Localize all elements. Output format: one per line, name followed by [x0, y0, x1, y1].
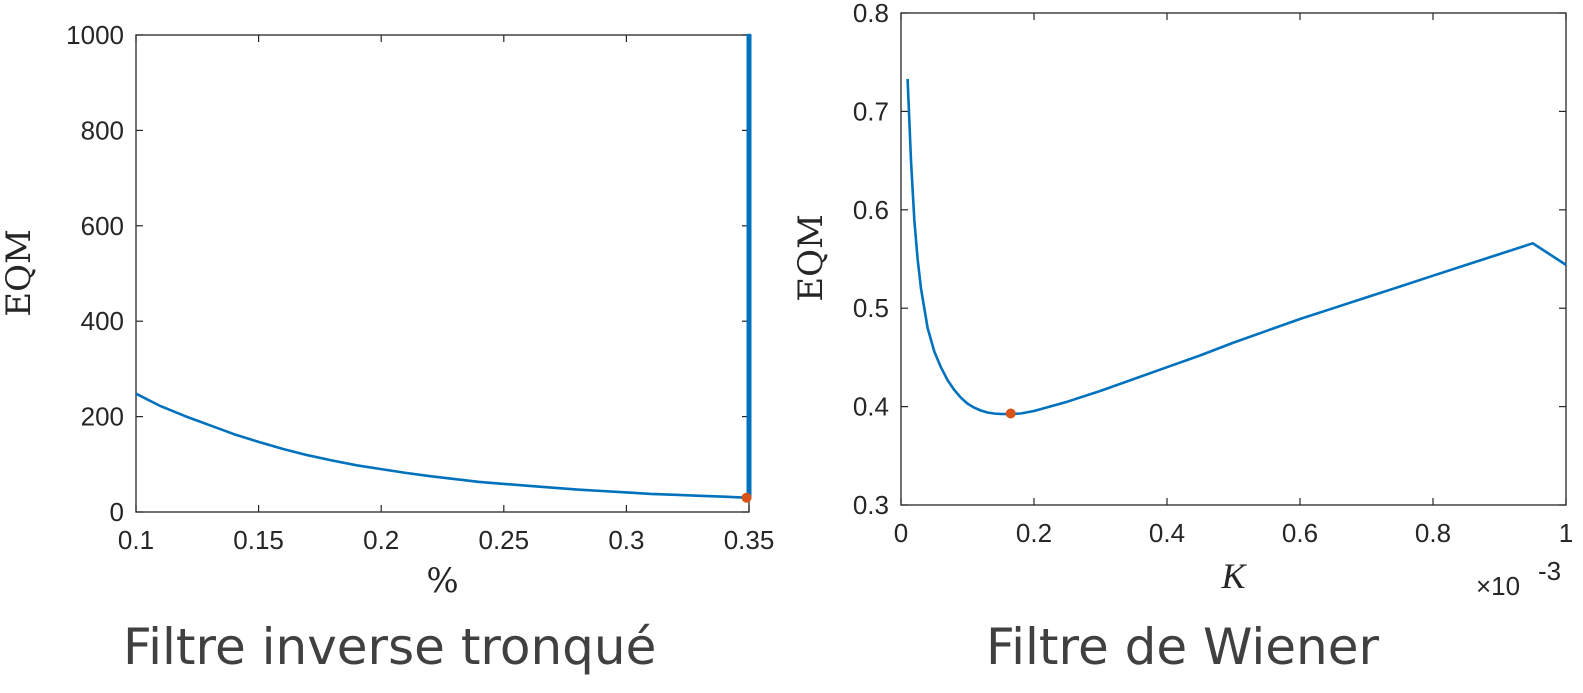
x-tick-label: 0.1 — [118, 525, 154, 555]
x-tick-label: 0.35 — [724, 525, 775, 555]
y-tick-label: 0.5 — [853, 293, 889, 323]
minimum-marker — [1005, 408, 1016, 419]
x-tick-label: 0.2 — [1016, 518, 1052, 548]
x-exponent-power: -3 — [1538, 556, 1561, 586]
axes-box — [135, 34, 750, 513]
x-tick-label: 0.15 — [233, 525, 284, 555]
y-tick-label: 0 — [110, 497, 124, 527]
minimum-marker — [741, 492, 752, 503]
right-chart-panel: 0 0.2 0.4 0.6 0.8 1 0.3 0.4 0.5 0.6 0.7 0.8 K EQM ×10-… — [791, 0, 1573, 601]
y-tick-label: 0.6 — [853, 195, 889, 225]
y-tick-label: 400 — [81, 306, 124, 336]
y-tick-label: 0.8 — [853, 0, 889, 28]
x-axis-title: % — [426, 561, 458, 601]
x-tick-label: 0.6 — [1282, 518, 1318, 548]
y-tick-label: 800 — [81, 115, 124, 145]
x-tick-label: 0 — [894, 518, 908, 548]
x-axis-title: K — [1220, 556, 1247, 596]
x-tick-label: 0.4 — [1149, 518, 1185, 548]
left-chart-panel: 0.1 0.15 0.2 0.25 0.3 0.35 0 200 400 600 800 1000% E… — [0, 20, 774, 601]
y-tick-label: 0.3 — [853, 490, 889, 520]
y-tick-label: 0.4 — [853, 392, 889, 422]
x-exponent-label: ×10 — [1476, 571, 1520, 601]
x-tick-label: 1 — [1559, 518, 1573, 548]
y-tick-label: 1000 — [66, 20, 124, 50]
x-tick-label: 0.8 — [1415, 518, 1451, 548]
series-line — [906, 78, 1567, 416]
y-tick-label: 0.7 — [853, 96, 889, 126]
x-tick-label: 0.2 — [363, 525, 399, 555]
x-tick-label: 0.25 — [478, 525, 529, 555]
y-tick-label: 600 — [81, 211, 124, 241]
caption-right: Filtre de Wiener — [986, 618, 1380, 676]
x-tick-label: 0.3 — [608, 525, 644, 555]
axes-box — [900, 12, 1567, 506]
y-axis-title: EQM — [791, 214, 831, 302]
y-axis-title: EQM — [0, 229, 39, 317]
caption-left: Filtre inverse tronqué — [123, 618, 657, 676]
series-line — [135, 33, 752, 500]
y-tick-label: 200 — [81, 402, 124, 432]
